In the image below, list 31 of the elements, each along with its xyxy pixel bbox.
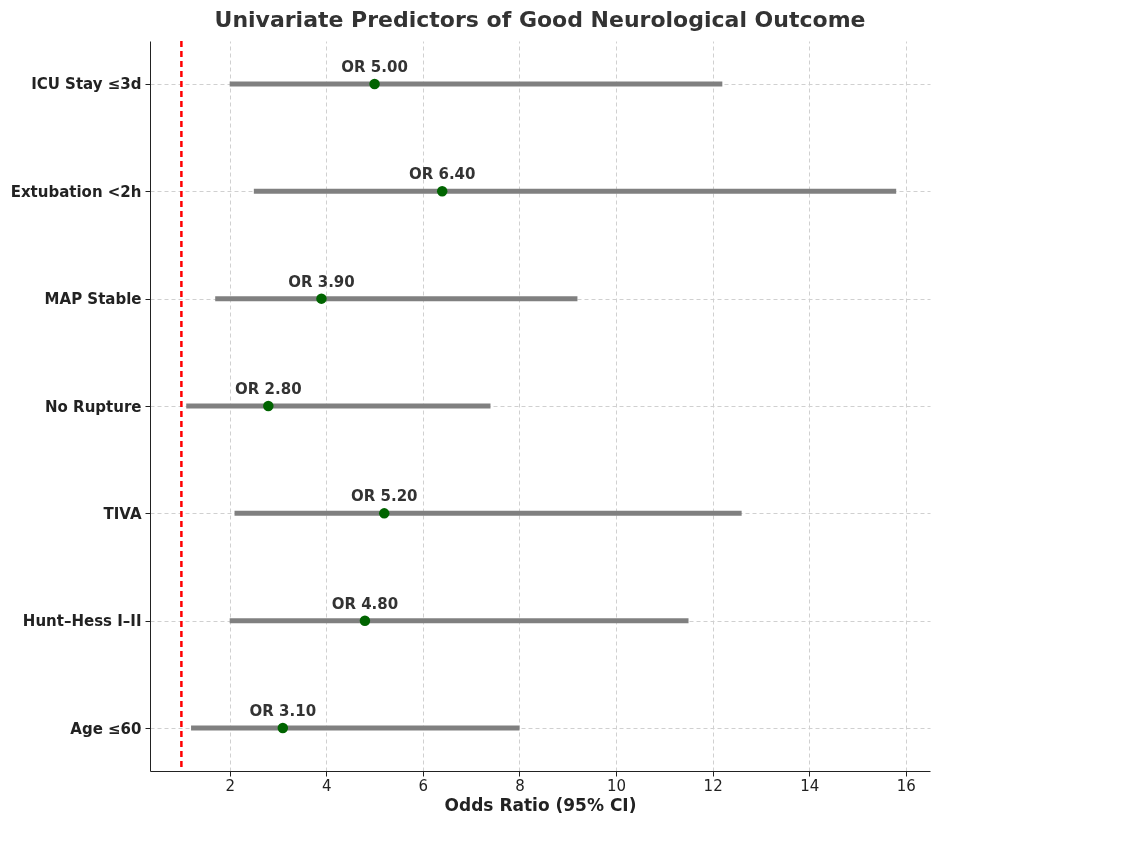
y-tick-label: Age ≤60	[70, 719, 142, 738]
point	[369, 78, 380, 90]
y-tick-label: No Rupture	[45, 397, 142, 416]
x-tick-label: 4	[322, 776, 332, 795]
data-label: OR 3.10	[249, 702, 317, 721]
x-tick-label: 14	[800, 776, 820, 795]
x-tick-label: 12	[703, 776, 723, 795]
point	[436, 186, 448, 197]
point	[277, 722, 289, 734]
x-tick-label: 10	[607, 776, 627, 795]
x-tick-label: 6	[418, 776, 429, 795]
y-tick-label: MAP Stable	[44, 290, 142, 309]
point	[316, 293, 327, 304]
x-axis-title: Odds Ratio (95% CI)	[444, 794, 637, 815]
x-tick-label: 16	[896, 776, 916, 795]
data-label: OR 6.40	[408, 165, 476, 184]
point	[263, 400, 274, 412]
data-label: OR 3.90	[288, 272, 355, 291]
point	[359, 615, 371, 626]
data-label: OR 5.20	[350, 487, 418, 506]
chart-title: Univariate Predictors of Good Neurological Outcome	[214, 6, 866, 32]
y-tick-label: TIVA	[103, 504, 142, 523]
y-tick-label: ICU Stay ≤3d	[31, 75, 142, 94]
y-tick-label: Hunt–Hess I–II	[22, 612, 142, 631]
y-tick-label: Extubation <2h	[10, 182, 142, 201]
point	[379, 508, 390, 519]
data-label: OR 4.80	[331, 594, 399, 613]
data-label: OR 2.80	[235, 380, 302, 398]
x-tick-label: 8	[515, 776, 525, 795]
x-tick-label: 2	[225, 776, 235, 795]
data-label: OR 5.00	[341, 57, 408, 76]
